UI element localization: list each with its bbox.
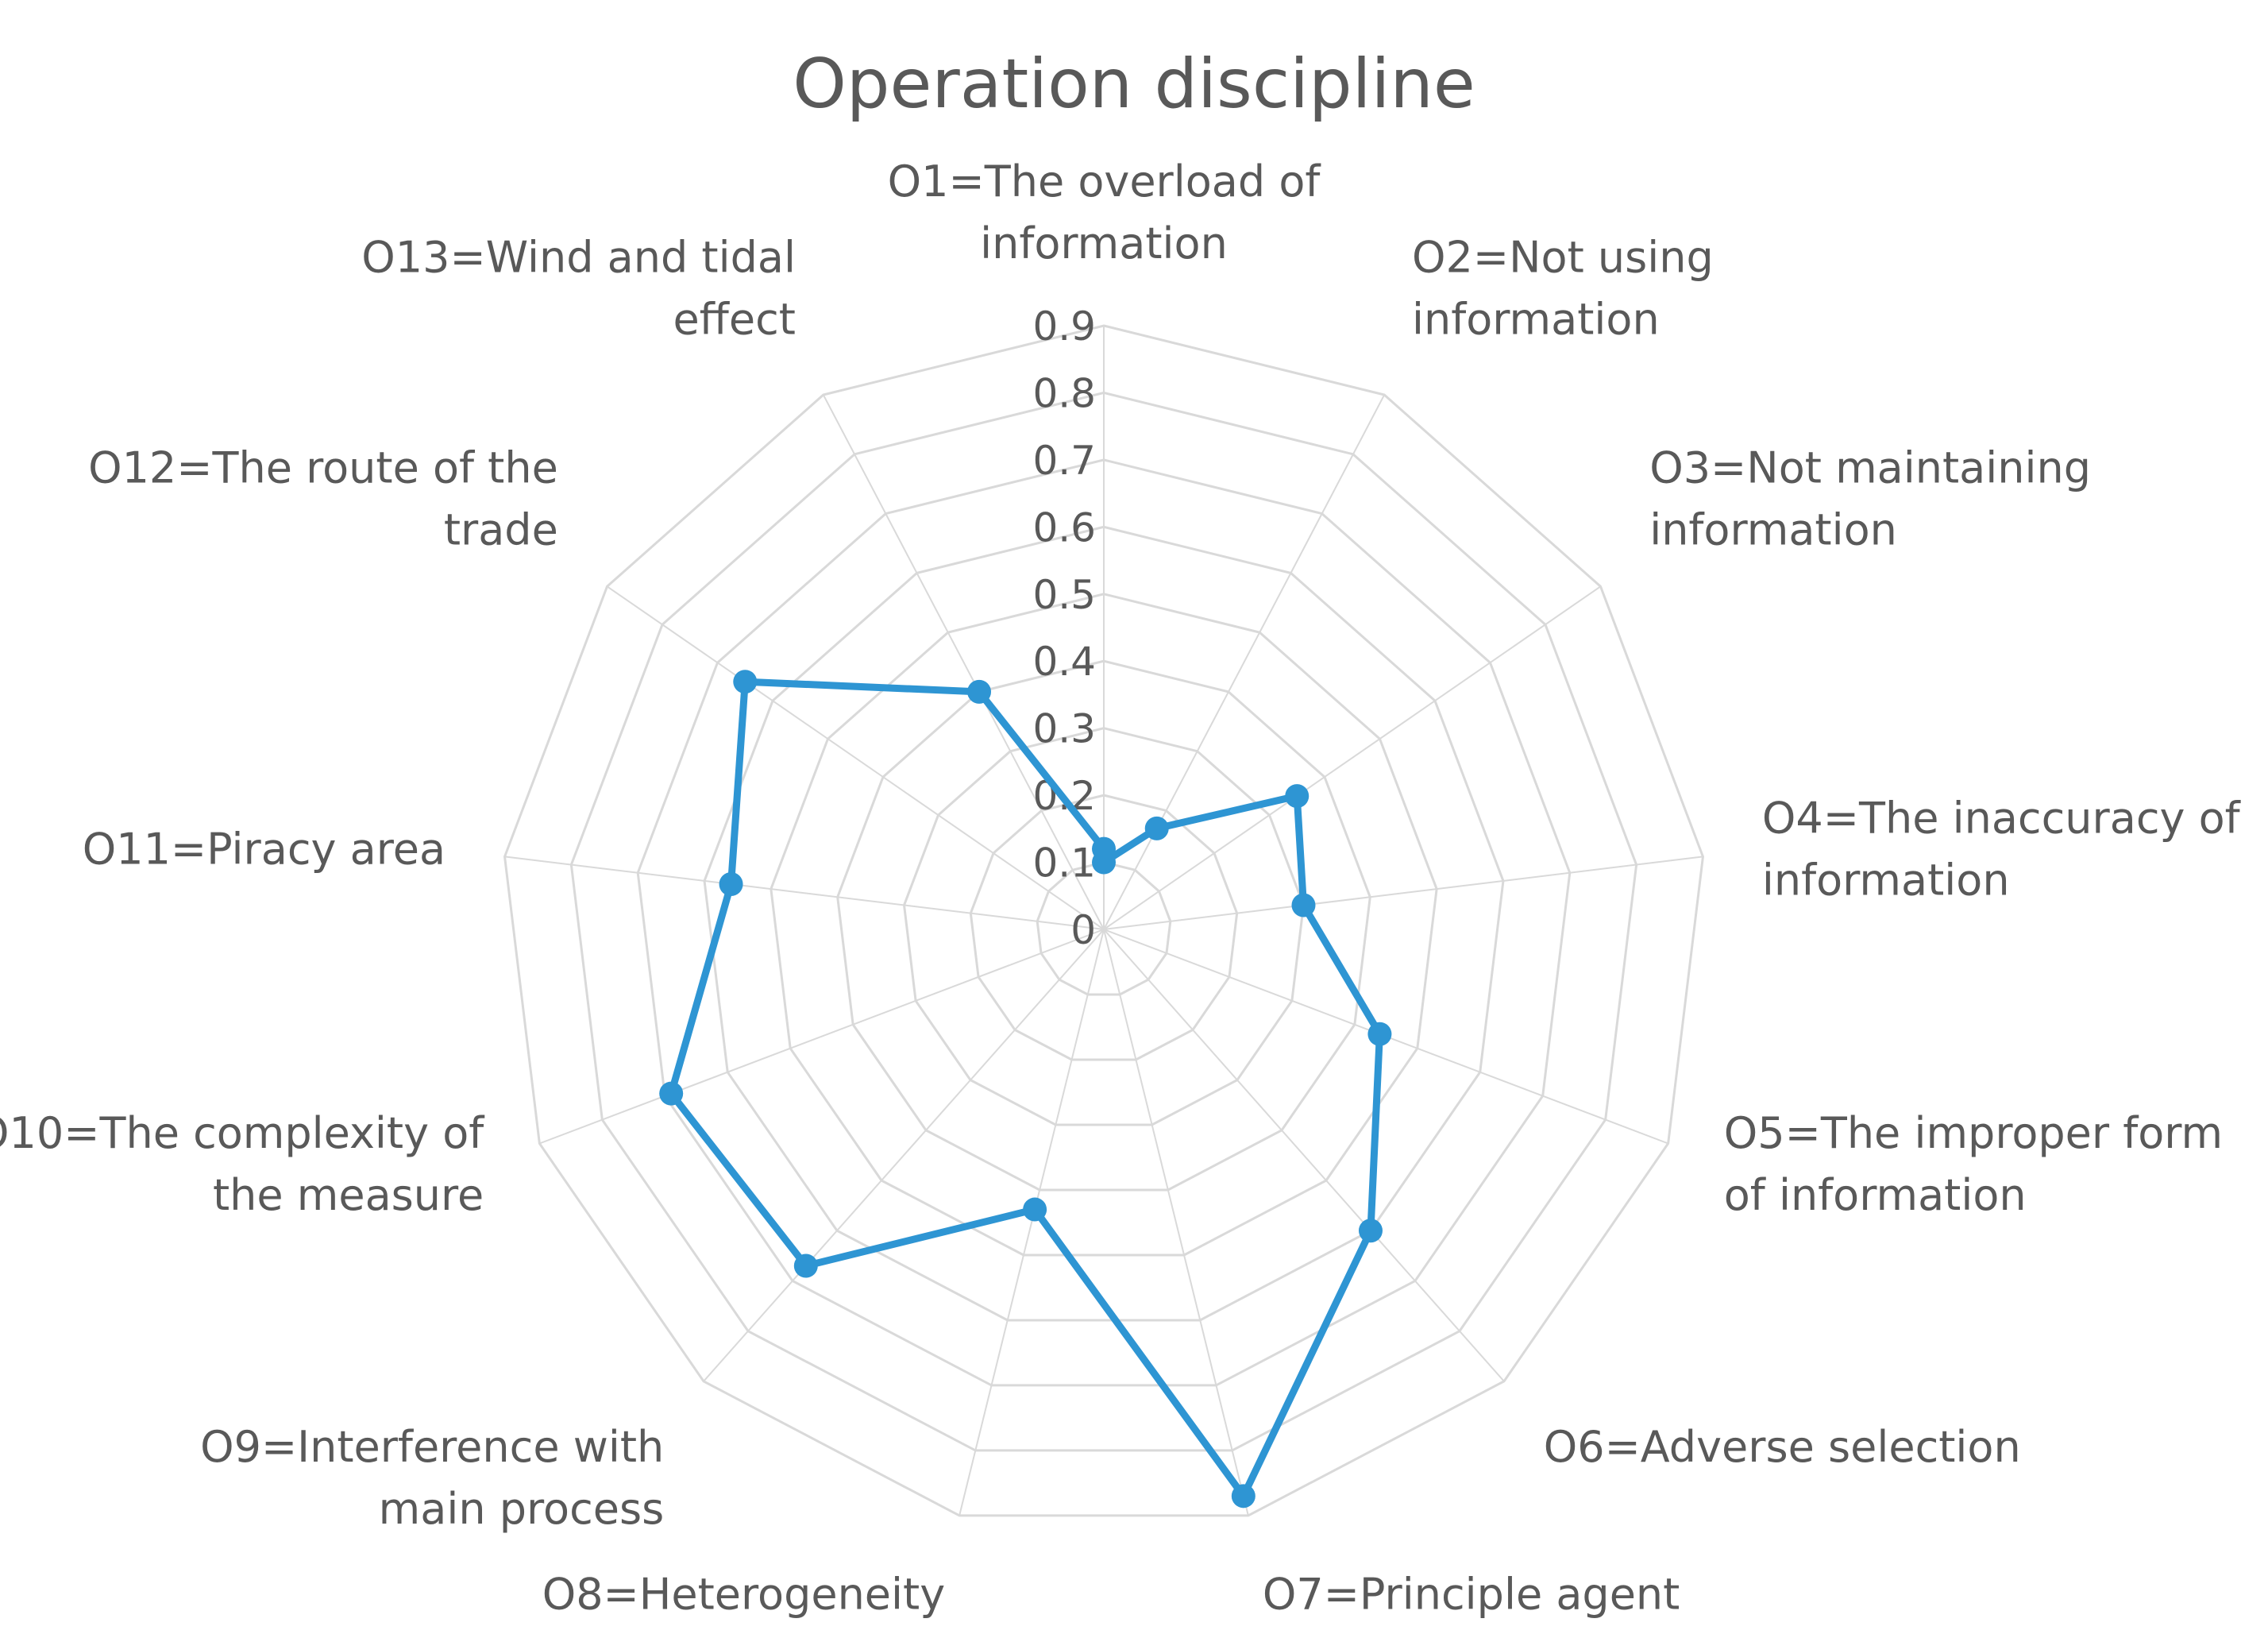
category-label-3: O3=Not maintaining information bbox=[1649, 443, 2091, 555]
category-label-line: relationship bbox=[1263, 1632, 1514, 1634]
data-point bbox=[1144, 816, 1169, 840]
series-line bbox=[667, 678, 1383, 1504]
category-label-line: O3=Not maintaining bbox=[1649, 443, 2091, 493]
category-label-line: O2=Not using bbox=[1412, 233, 1714, 283]
category-label-line: O8=Heterogeneity bbox=[542, 1570, 945, 1620]
category-label-line: main process bbox=[379, 1484, 665, 1534]
spoke-11 bbox=[504, 856, 1105, 930]
spoke-4 bbox=[1103, 856, 1703, 930]
category-label-11: O11=Piracy area bbox=[83, 824, 446, 874]
data-point bbox=[719, 871, 743, 896]
category-label-line: O10=The complexity of bbox=[0, 1108, 485, 1158]
data-point bbox=[1023, 1197, 1047, 1222]
data-point bbox=[1092, 836, 1116, 861]
tick-label: 0.3 bbox=[1032, 706, 1096, 752]
data-point bbox=[1231, 1484, 1256, 1508]
category-label-2: O2=Not using information bbox=[1412, 233, 1714, 345]
category-label-line: O7=Principle agent bbox=[1263, 1570, 1680, 1620]
data-point bbox=[967, 679, 992, 704]
category-labels: O1=The overload of information O2=Not usin… bbox=[0, 156, 2242, 1634]
category-label-line: information bbox=[1762, 855, 2010, 905]
category-label-line: information bbox=[980, 218, 1228, 268]
category-label-line: information bbox=[1412, 295, 1660, 345]
data-point bbox=[733, 670, 758, 694]
radar-spokes bbox=[504, 326, 1703, 1516]
grid-ring-9 bbox=[503, 324, 1704, 1517]
category-label-line: O5=The improper form bbox=[1724, 1108, 2223, 1158]
category-label-12: O12=The route of the trade bbox=[88, 443, 558, 555]
category-label-line: of information bbox=[1724, 1170, 2027, 1220]
category-label-10: O10=The complexity of the measure bbox=[0, 1108, 485, 1220]
category-label-4: O4=The inaccuracy of information bbox=[1762, 793, 2242, 905]
grid-ring-6 bbox=[703, 525, 1505, 1322]
category-label-1: O1=The overload of information bbox=[888, 156, 1322, 268]
category-label-7: O7=Principle agent relationship bbox=[1263, 1570, 1680, 1634]
category-label-line: O9=Interference with bbox=[200, 1422, 664, 1472]
category-label-line: O6=Adverse selection bbox=[1544, 1422, 2021, 1472]
category-label-line: O1=The overload of bbox=[888, 156, 1322, 207]
category-label-line: O12=The route of the bbox=[88, 443, 558, 493]
category-label-line: effect bbox=[673, 295, 796, 345]
spoke-2 bbox=[1103, 394, 1386, 930]
spoke-6 bbox=[1103, 929, 1505, 1382]
tick-label: 0.9 bbox=[1032, 303, 1096, 350]
tick-label: 0 bbox=[1070, 907, 1096, 953]
tick-label: 0.1 bbox=[1032, 840, 1096, 887]
category-label-line: O4=The inaccuracy of bbox=[1762, 793, 2242, 843]
data-point bbox=[1285, 784, 1310, 809]
tick-label: 0.4 bbox=[1032, 639, 1096, 685]
grid-ring-5 bbox=[770, 593, 1438, 1257]
spoke-13 bbox=[822, 394, 1105, 930]
grid-ring-1 bbox=[1036, 861, 1172, 996]
spoke-10 bbox=[539, 929, 1105, 1145]
spoke-3 bbox=[1103, 585, 1602, 930]
data-point bbox=[793, 1254, 818, 1278]
grid-ring-2 bbox=[969, 794, 1239, 1061]
category-label-9: O9=Interference with main process bbox=[200, 1422, 664, 1534]
category-label-5: O5=The improper form of information bbox=[1724, 1108, 2223, 1220]
category-label-line: O11=Piracy area bbox=[83, 824, 446, 874]
data-point bbox=[1358, 1219, 1383, 1243]
category-label-8: O8=Heterogeneity bbox=[542, 1570, 945, 1620]
grid-ring-7 bbox=[636, 458, 1572, 1387]
tick-label: 0.5 bbox=[1032, 572, 1096, 618]
category-label-line: the measure bbox=[213, 1170, 484, 1220]
radial-tick-labels: 00.10.20.30.40.50.60.70.80.9 bbox=[1032, 303, 1096, 953]
tick-label: 0.7 bbox=[1032, 438, 1096, 484]
category-label-6: O6=Adverse selection bbox=[1544, 1422, 2021, 1472]
grid-ring-8 bbox=[569, 391, 1638, 1452]
category-label-line: information bbox=[1649, 505, 1897, 555]
data-point bbox=[659, 1081, 684, 1106]
grid-ring-4 bbox=[836, 659, 1371, 1192]
data-series bbox=[659, 670, 1392, 1508]
category-label-13: O13=Wind and tidal effect bbox=[361, 233, 796, 345]
spoke-9 bbox=[703, 929, 1105, 1382]
spoke-7 bbox=[1103, 929, 1249, 1516]
data-point bbox=[1291, 893, 1316, 917]
data-point bbox=[1367, 1022, 1392, 1046]
tick-label: 0.6 bbox=[1032, 504, 1096, 550]
category-label-line: O13=Wind and tidal bbox=[361, 233, 796, 283]
radar-grid bbox=[503, 324, 1704, 1517]
tick-label: 0.8 bbox=[1032, 370, 1096, 416]
spoke-12 bbox=[606, 585, 1105, 930]
grid-ring-3 bbox=[902, 727, 1306, 1126]
chart-title: Operation discipline bbox=[793, 44, 1475, 124]
category-label-line: trade bbox=[444, 505, 558, 555]
spoke-8 bbox=[958, 929, 1105, 1516]
